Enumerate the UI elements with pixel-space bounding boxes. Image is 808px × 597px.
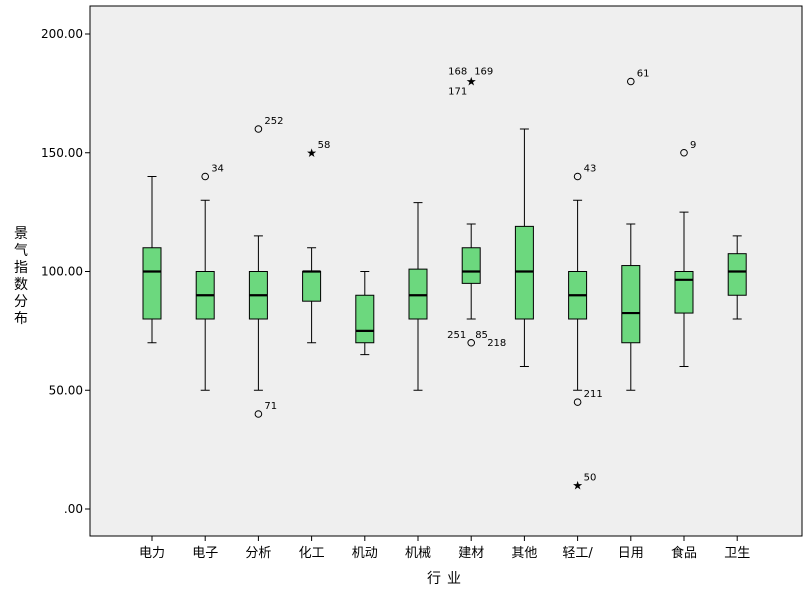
box: [408, 268, 428, 320]
box-group: 61: [621, 69, 650, 391]
box-group: [142, 176, 162, 344]
y-axis-ticks: .00 50.00 100.00 150.00 200.00: [41, 27, 90, 516]
outlier-case-label: 50: [584, 472, 597, 483]
box: [621, 265, 641, 344]
outlier-case-label: 85: [475, 330, 488, 341]
outlier-circle: [254, 410, 263, 418]
box-group: [408, 202, 428, 391]
x-tick-label: 卫生: [724, 546, 750, 561]
box: [674, 271, 694, 314]
box-group: [355, 271, 375, 356]
y-tick-label: 200.00: [41, 27, 83, 41]
x-tick-label: 其他: [511, 546, 537, 561]
outlier-case-label: 61: [637, 69, 650, 80]
y-tick-label: 150.00: [41, 146, 83, 160]
outlier-star: ★: [572, 478, 583, 492]
y-tick-label: 100.00: [41, 265, 83, 279]
box: [727, 253, 747, 296]
outlier-case-label: 9: [690, 140, 696, 151]
y-axis-title: 景气指数分布: [14, 226, 28, 327]
box-group: 252 71: [248, 116, 283, 418]
box-group: [727, 235, 747, 320]
x-tick-label: 食品: [671, 545, 697, 561]
outlier-case-label: 251: [447, 330, 466, 341]
outlier-circle: [680, 148, 688, 157]
outlier-circle: [573, 398, 582, 406]
x-tick-label: 电力: [139, 546, 165, 561]
outlier-circle: [573, 172, 582, 181]
y-axis-title-char: 指: [14, 260, 28, 276]
box-group: 43 211 ★50: [568, 164, 603, 492]
box: [461, 247, 481, 284]
box-group: [514, 128, 534, 367]
outlier-case-label: 252: [264, 116, 283, 127]
box-group: ★58: [302, 140, 331, 344]
y-axis-title-char: 布: [14, 311, 28, 327]
x-tick-label: 电子: [192, 546, 218, 561]
outlier-case-label: 169: [474, 67, 493, 78]
outlier-case-label: 34: [211, 164, 224, 175]
outlier-case-label: 211: [584, 389, 603, 400]
outlier-circle: [254, 125, 263, 133]
box: [142, 247, 162, 320]
x-tick-label: 建材: [458, 546, 484, 561]
outlier-case-label: 58: [318, 140, 331, 151]
x-tick-label: 化工: [299, 546, 325, 561]
x-tick-label: 分析: [245, 546, 271, 561]
outlier-case-label: 171: [448, 87, 467, 98]
x-tick-label: 机械: [405, 546, 431, 561]
y-axis-title-char: 景: [14, 226, 28, 242]
outlier-circle: [467, 338, 476, 347]
outlier-case-label: 71: [264, 401, 277, 412]
box: [302, 271, 322, 302]
x-axis-ticks: 电力 电子 分析 化工 机动 机械 建材 其他 轻工/日用 食品 卫生: [139, 536, 750, 561]
x-tick-label: 机动: [352, 546, 378, 561]
outlier-case-label: 168: [448, 67, 467, 78]
x-tick-label: 日用: [618, 546, 644, 561]
x-tick-label: 轻工/: [562, 546, 593, 561]
outlier-case-label: 43: [584, 164, 597, 175]
box: [355, 294, 375, 344]
outlier-circle: [627, 77, 635, 86]
box-group: 9: [674, 140, 696, 367]
outlier-circle: [201, 172, 209, 181]
box-group: 34: [195, 164, 224, 391]
y-axis-title-char: 分: [14, 294, 28, 310]
x-axis-title: 行业: [427, 571, 467, 587]
y-axis-title-char: 气: [14, 243, 28, 259]
y-tick-label: 50.00: [49, 383, 83, 397]
y-tick-label: .00: [64, 502, 83, 516]
y-axis-title-char: 数: [14, 277, 28, 293]
outlier-star: ★: [306, 146, 317, 160]
outlier-case-label: 218: [487, 338, 506, 349]
box: [514, 225, 534, 320]
outlier-star: ★: [466, 75, 477, 89]
